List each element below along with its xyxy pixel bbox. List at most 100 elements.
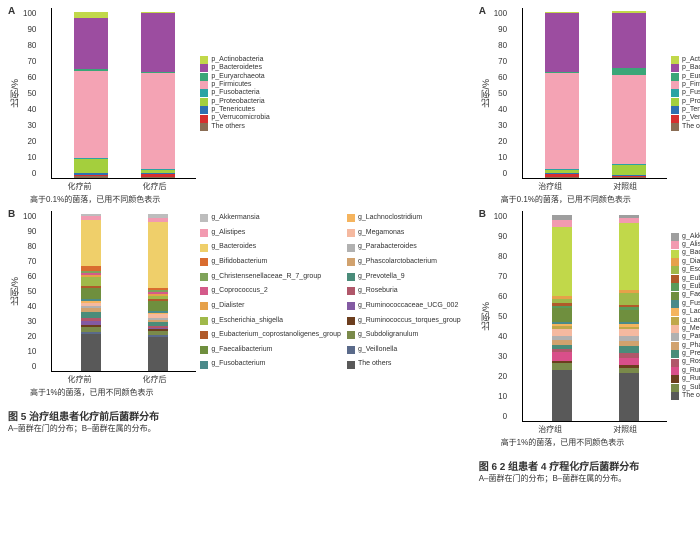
xtick-label: 化疗后 <box>143 181 167 192</box>
bar-segment <box>552 220 572 227</box>
legend-label: p_Verrucomicrobia <box>682 114 700 122</box>
legend-item: g_Bacteroides <box>200 240 341 255</box>
ytick-label: 100 <box>23 9 36 18</box>
legend-swatch <box>200 346 208 354</box>
xtick-label: 对照组 <box>613 424 637 435</box>
legend-item: g_Eubacterium_coprostanoligenes_group <box>200 328 341 343</box>
legend-swatch <box>200 98 208 106</box>
legend-item: p_Bacteroidetes <box>200 64 269 72</box>
legend-item: p_Verrucomicrobia <box>200 114 269 122</box>
legend-item: g_Subdoligranulum <box>347 328 461 343</box>
legend-item: g_Akkermansia <box>671 233 700 241</box>
bar-segment <box>612 177 646 178</box>
legend-swatch <box>200 123 208 131</box>
legend-label: g_Akkermansia <box>211 214 259 222</box>
legend-swatch <box>671 64 679 72</box>
legend-swatch <box>347 214 355 222</box>
legend-swatch <box>347 302 355 310</box>
legend-swatch <box>671 106 679 114</box>
legend-swatch <box>671 56 679 64</box>
legend-item: g_Ruminococcaceae_UCG_002 <box>671 367 700 375</box>
ytick-label: 90 <box>27 25 36 34</box>
legend-label: g_Eubacterium_coprostanoligenes_group <box>211 331 341 339</box>
legend-label: p_Tenericutes <box>211 106 255 114</box>
ytick-label: 40 <box>27 302 36 311</box>
bar-segment <box>552 352 572 361</box>
legend-item: g_Alistipes <box>200 226 341 241</box>
bar-segment <box>552 370 572 421</box>
legend-label: g_Lachnoclostridium <box>358 214 422 222</box>
legend-swatch <box>671 384 679 392</box>
legend-item: p_Firmicutes <box>200 81 269 89</box>
page: A 比例/% 1009080706050403020100 p_Actinoba… <box>8 8 692 484</box>
y-ticks: 1009080706050403020100 <box>494 212 509 422</box>
legend-item: p_Fusobacteria <box>671 89 700 97</box>
y-axis: 比例/% 1009080706050403020100 <box>479 211 522 422</box>
legend-label: g_Megamonas <box>358 229 404 237</box>
legend-item: p_Firmicutes <box>671 81 700 89</box>
legend-item: g_Dialister <box>200 299 341 314</box>
ytick-label: 50 <box>27 89 36 98</box>
legend-label: p_Euryarchaeota <box>682 73 700 81</box>
chart-caption: 高于0.1%的菌落，已用不同颜色表示 <box>30 194 461 205</box>
chart: 比例/% 1009080706050403020100 g_Akkermansi… <box>479 211 700 422</box>
legend-item: g_Faecalibacterium <box>671 291 700 299</box>
legend-item: g_Alistipes <box>671 241 700 249</box>
legend-label: p_Bacteroidetes <box>682 64 700 72</box>
legend-item: p_Euryarchaeota <box>200 73 269 81</box>
legend-swatch <box>347 273 355 281</box>
legend-item: g_Parabacteroides <box>347 240 461 255</box>
legend: p_Actinobacteriap_Bacteroidetesp_Euryarc… <box>667 8 700 179</box>
legend-item: g_Parabacteroides <box>671 333 700 341</box>
legend-item: The others <box>200 123 269 131</box>
legend-swatch <box>671 275 679 283</box>
legend-item: g_Ruminococcaceae_UCG_002 <box>347 299 461 314</box>
stacked-bar <box>81 214 101 371</box>
chart: 比例/% 1009080706050403020100 g_Akkermansi… <box>8 211 461 372</box>
bar-segment <box>545 177 579 178</box>
legend-label: g_Phascolarctobacterium <box>682 342 700 350</box>
xtick-label: 化疗前 <box>68 374 92 385</box>
legend-label: g_Akkermansia <box>682 233 700 241</box>
legend-label: g_Faecalibacterium <box>211 346 272 354</box>
legend-item: g_Faecalibacterium <box>200 343 341 358</box>
legend: g_Akkermansiag_Alistipesg_Bacteroidesg_D… <box>667 211 700 422</box>
legend-label: g_Fusobacterium <box>682 300 700 308</box>
legend-label: p_Actinobacteria <box>211 56 263 64</box>
ytick-label: 90 <box>498 232 507 241</box>
panel-letter: A <box>8 6 15 17</box>
legend-swatch <box>200 106 208 114</box>
legend-swatch <box>671 333 679 341</box>
legend-label: g_Bacteroides <box>211 243 256 251</box>
bar-segment <box>612 75 646 164</box>
fig6-panel-B: B 比例/% 1009080706050403020100 g_Akkerman… <box>479 211 700 448</box>
legend-label: g_Parabacteroides <box>358 243 417 251</box>
figure-5: A 比例/% 1009080706050403020100 p_Actinoba… <box>8 8 461 484</box>
ytick-label: 10 <box>27 347 36 356</box>
plot-area <box>51 211 196 372</box>
legend-label: p_Proteobacteria <box>682 98 700 106</box>
legend-item: g_Lachnoclostridium <box>347 211 461 226</box>
legend-swatch <box>200 81 208 89</box>
legend-item: g_Prevotella_9 <box>671 350 700 358</box>
ytick-label: 30 <box>498 121 507 130</box>
legend-label: g_Eubacterium_eligens_group <box>682 283 700 291</box>
y-ticks: 1009080706050403020100 <box>23 9 38 179</box>
stacked-bar <box>141 11 175 178</box>
legend-swatch <box>347 346 355 354</box>
legend-item: g_Eubacterium_eligens_group <box>671 283 700 291</box>
legend-label: g_Bifidobacterium <box>211 258 267 266</box>
legend-swatch <box>347 361 355 369</box>
legend-label: g_Dialister <box>211 302 244 310</box>
x-axis: 治疗组对照组 <box>501 179 675 192</box>
bar-segment <box>81 220 101 266</box>
legend-label: g_Alistipes <box>211 229 245 237</box>
xtick-label: 化疗前 <box>68 181 92 192</box>
plot-area <box>522 211 667 422</box>
chart-caption: 高于1%的菌落，已用不同颜色表示 <box>30 387 461 398</box>
ytick-label: 0 <box>32 169 36 178</box>
legend-item: g_Phascolarctobacterium <box>671 342 700 350</box>
legend-label: p_Actinobacteria <box>682 56 700 64</box>
figure-caption: 图 5 治疗组患者化疗前后菌群分布 A–菌群在门的分布；B–菌群在属的分布。 <box>8 404 461 434</box>
legend-label: g_Christensenellaceae_R_7_group <box>211 273 321 281</box>
